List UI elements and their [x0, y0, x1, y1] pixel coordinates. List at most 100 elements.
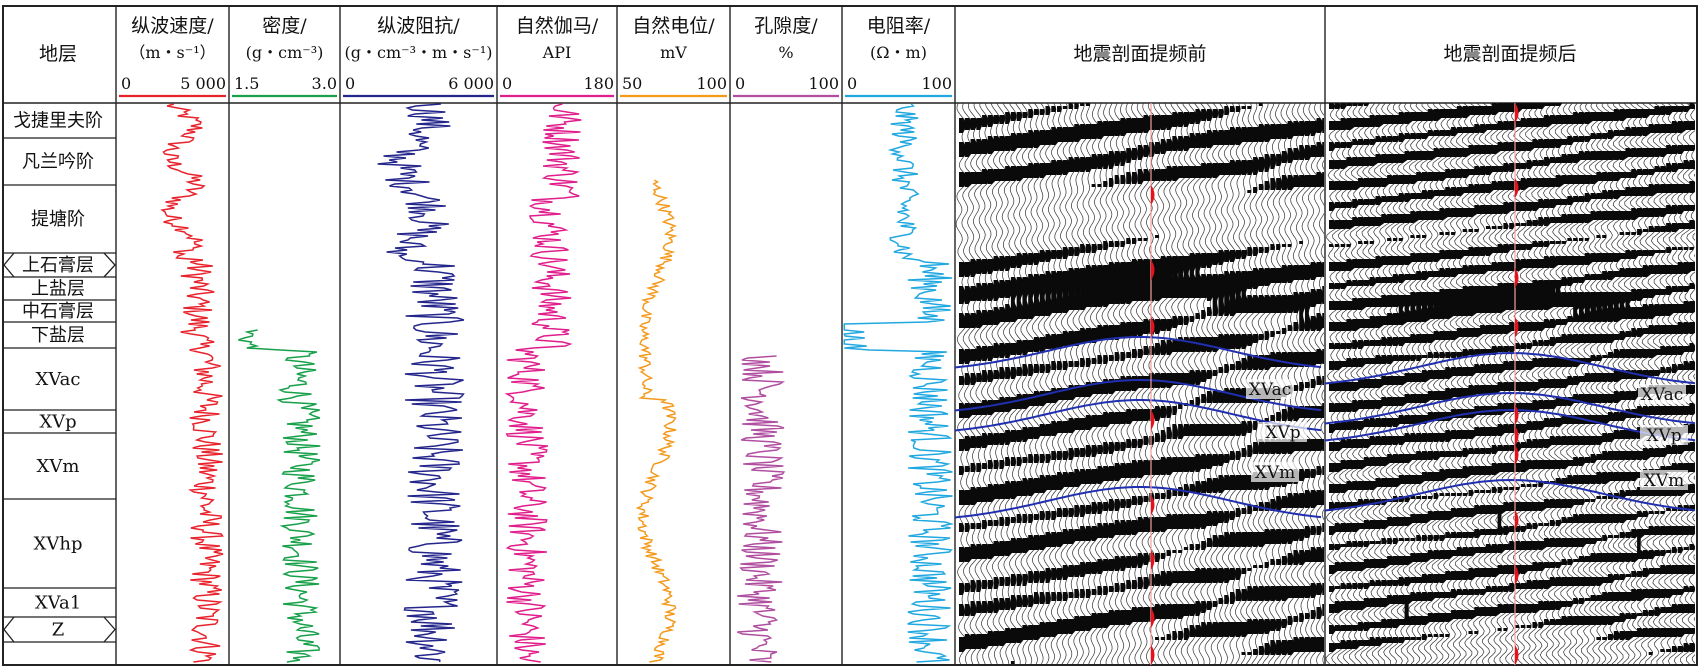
seismic-peak — [1573, 559, 1579, 562]
seismic-trace — [1685, 103, 1695, 665]
layer-notch — [3, 616, 116, 643]
seismic-peak — [1631, 250, 1639, 259]
layer-label: 下盐层 — [31, 325, 85, 346]
seismic-peak — [1387, 619, 1395, 628]
seismic-peak — [1369, 637, 1377, 646]
seismic-peak — [1178, 112, 1186, 127]
seismic-peak — [1637, 229, 1643, 235]
seismic-peak — [1689, 181, 1695, 193]
seismic-peak — [1155, 433, 1160, 442]
well-marker — [1515, 405, 1519, 425]
seismic-peak — [964, 466, 970, 472]
seismic-peak — [982, 115, 989, 127]
seismic-peak — [1654, 511, 1660, 514]
seismic-peak — [1422, 433, 1429, 442]
seismic-peak — [1363, 280, 1371, 286]
seismic-peak — [982, 601, 988, 613]
seismic-peak — [1613, 190, 1622, 199]
seismic-peak — [1253, 565, 1258, 568]
seismic-peak — [1398, 436, 1406, 445]
seismic-peak — [987, 460, 993, 469]
seismic-peak — [1602, 535, 1608, 541]
seismic-peak — [1689, 628, 1695, 634]
seismic-peak — [1392, 337, 1400, 346]
seismic-peak — [1503, 346, 1510, 352]
log-unit-4: mV — [660, 43, 687, 62]
seismic-peak — [1334, 421, 1342, 430]
seismic-peak — [1016, 574, 1022, 586]
seismic-peak — [1126, 352, 1132, 358]
horizon-labels: XVac XVp XVm XVac XVp XVm — [1246, 379, 1688, 491]
seismic-peak — [1503, 244, 1511, 253]
seismic-peak — [1120, 442, 1126, 451]
seismic-peak — [1131, 580, 1137, 589]
seismic-peak — [1468, 229, 1473, 232]
seismic-peak — [1549, 601, 1558, 610]
seismic-peak — [1387, 637, 1394, 643]
seismic-peak — [1229, 250, 1236, 262]
seismic-peak — [1178, 550, 1183, 553]
well-marker — [1515, 565, 1519, 585]
seismic-peak — [1189, 370, 1197, 385]
seismic-peak — [1005, 598, 1011, 610]
seismic-peak — [1016, 595, 1023, 607]
seismic-peak — [1625, 127, 1633, 136]
seismic-peak — [1270, 178, 1276, 190]
seismic-trace — [996, 103, 1009, 665]
seismic-peak — [1218, 535, 1226, 547]
seismic-peak — [1689, 484, 1695, 493]
seismic-peak — [1578, 598, 1585, 604]
seismic-peak — [1520, 244, 1528, 250]
seismic-peak — [1584, 457, 1592, 463]
seismic-peak — [1241, 160, 1249, 175]
seismic-peak — [1462, 187, 1471, 193]
seismic-after-panel — [1325, 103, 1695, 665]
seismic-peak — [1369, 277, 1376, 286]
seismic-peak — [1381, 136, 1388, 142]
seismic-peak — [1410, 577, 1418, 583]
seismic-peak — [1206, 538, 1213, 547]
seismic-peak — [1201, 310, 1206, 319]
seismic-peak — [970, 349, 978, 361]
seismic-peak — [1439, 592, 1447, 598]
seismic-peak — [1416, 235, 1421, 238]
seismic-peak — [959, 439, 966, 451]
seismic-peak — [1010, 367, 1017, 379]
seismic-peak — [1567, 238, 1573, 241]
seismic-peak — [1103, 559, 1111, 571]
seismic-peak — [1229, 451, 1236, 460]
seismic-peak — [1057, 592, 1062, 601]
seismic-peak — [1201, 109, 1208, 121]
seismic-peak — [1544, 562, 1551, 568]
seismic-peak — [1363, 199, 1371, 205]
seismic-peak — [1392, 637, 1400, 643]
seismic-peak — [1398, 637, 1405, 643]
seismic-peak — [1398, 133, 1405, 142]
seismic-peak — [1532, 241, 1539, 247]
seismic-peak — [1683, 247, 1689, 250]
seismic-peak — [1654, 166, 1661, 172]
seismic-peak — [1538, 562, 1546, 571]
seismic-peak — [1491, 544, 1500, 553]
seismic-peak — [1346, 583, 1353, 589]
seismic-peak — [1456, 589, 1464, 595]
seismic-peak — [1166, 634, 1171, 640]
seismic-peak — [1363, 640, 1372, 646]
seismic-peak — [1544, 139, 1552, 148]
seismic-peak — [1404, 193, 1412, 202]
seismic-peak — [1235, 451, 1241, 460]
seismic-peak — [1310, 289, 1318, 307]
seismic-peak — [1596, 355, 1603, 361]
seismic-peak — [1299, 469, 1306, 481]
seismic-peak — [1212, 109, 1219, 118]
seismic-trace — [1318, 103, 1324, 665]
seismic-peak — [1051, 361, 1057, 370]
seismic-peak — [1480, 124, 1487, 133]
seismic-peak — [1567, 136, 1574, 145]
seismic-peak — [1358, 541, 1364, 547]
seismic-peak — [1456, 352, 1463, 358]
seismic-peak — [970, 580, 976, 592]
seismic-peak — [1241, 358, 1248, 370]
seismic-peak — [1022, 340, 1030, 355]
seismic-peak — [1085, 562, 1093, 574]
